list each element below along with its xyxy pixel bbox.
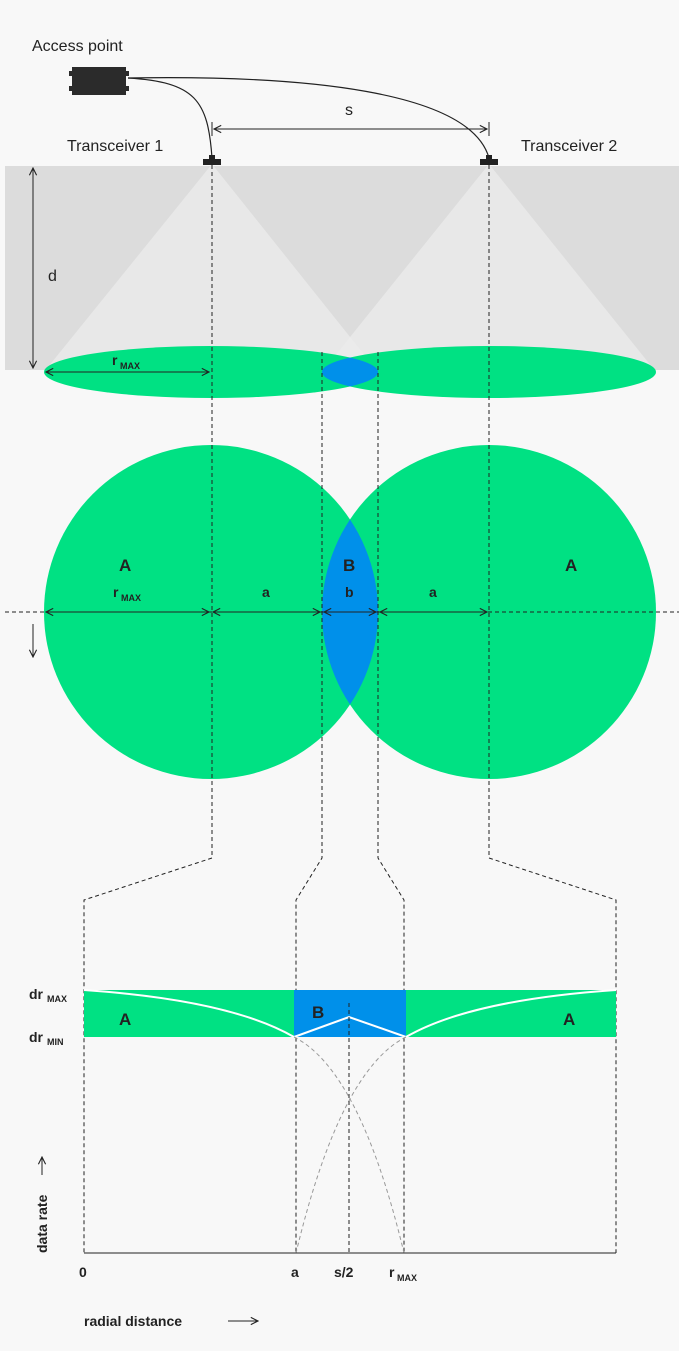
chart-zone-a-left: A	[119, 1010, 131, 1029]
chart-zone-a-right: A	[563, 1010, 575, 1029]
tick-s-half: s/2	[334, 1264, 354, 1280]
tick-rmax: r	[389, 1264, 395, 1280]
a-right-label: a	[429, 584, 437, 600]
rmax-plan-sub: MAX	[121, 593, 141, 603]
rmax-top-label: r	[112, 352, 118, 368]
tick-rmax-sub: MAX	[397, 1273, 417, 1283]
drmin-sub: MIN	[47, 1037, 64, 1047]
cone-transceiver-2	[322, 164, 656, 372]
tick-0: 0	[79, 1264, 87, 1280]
transceiver-2-label: Transceiver 2	[521, 138, 617, 155]
transceiver-1-label: Transceiver 1	[67, 138, 163, 155]
x-axis-label: radial distance	[84, 1313, 182, 1329]
access-point-icon	[69, 67, 129, 95]
transceiver-2-icon	[480, 155, 498, 165]
spacing-label: s	[345, 102, 353, 119]
coverage-ellipse-1	[44, 346, 378, 398]
b-label: b	[345, 584, 354, 600]
cable-2	[127, 77, 490, 159]
guide-lines	[83, 165, 617, 1253]
decay-curves	[293, 1036, 407, 1254]
drmin-label: dr	[29, 1029, 44, 1045]
cable-1	[127, 77, 213, 159]
rmax-top-sub: MAX	[120, 361, 140, 371]
drmax-label: dr	[29, 986, 44, 1002]
height-label: d	[48, 268, 57, 285]
access-point-label: Access point	[32, 38, 123, 55]
cone-transceiver-1	[44, 164, 378, 372]
chart-zone-b: B	[312, 1003, 324, 1022]
drmax-sub: MAX	[47, 994, 67, 1004]
y-axis-label: data rate	[34, 1194, 50, 1253]
zone-b-label: B	[343, 556, 355, 575]
a-left-label: a	[262, 584, 270, 600]
zone-a-left-label: A	[119, 556, 131, 575]
transceiver-1-icon	[203, 155, 221, 165]
tick-a: a	[291, 1264, 299, 1280]
zone-a-right-label: A	[565, 556, 577, 575]
rmax-plan-label: r	[113, 584, 119, 600]
